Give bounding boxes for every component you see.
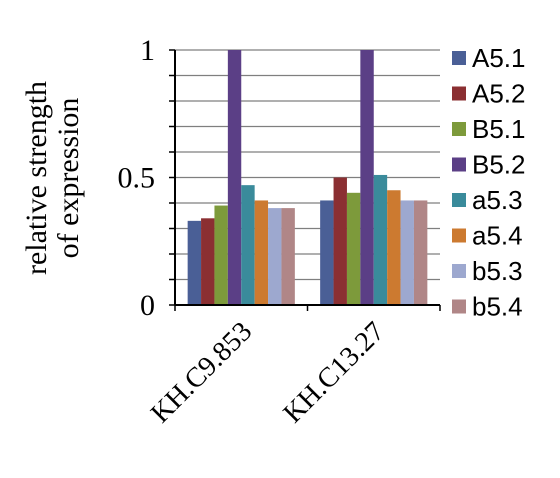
x-category-label: KH.C9.853: [145, 316, 258, 429]
bar-b5-3-0: [268, 208, 282, 305]
y-tick-label: 1: [140, 34, 155, 67]
bar-b5-4-0: [281, 208, 295, 305]
legend-label: a5.3: [472, 185, 523, 215]
legend: A5.1 A5.2 B5.1 B5.2 a5.3 a5.4 b5.3 b5.4: [452, 43, 526, 322]
x-category-label: KH.C13.27: [277, 316, 390, 429]
x-category-labels: KH.C9.853 KH.C13.27: [145, 316, 391, 429]
legend-swatch: [452, 86, 466, 101]
legend-label: b5.4: [472, 292, 523, 322]
bar-b5-4-1: [413, 200, 428, 305]
y-axis-title-line-2: of expression: [52, 98, 85, 259]
bar-a5-3-0: [241, 185, 255, 305]
y-tick-labels: 00.51: [118, 34, 156, 322]
bars: [187, 50, 428, 305]
y-tick-label: 0: [140, 289, 155, 322]
legend-swatch: [452, 193, 466, 207]
bar-a5-2-0: [201, 218, 215, 305]
legend-label: B5.2: [472, 150, 526, 180]
legend-swatch: [452, 51, 466, 65]
bar-a5-2-1: [333, 177, 347, 305]
legend-label: A5.2: [472, 79, 526, 109]
bar-a5-4-1: [387, 190, 401, 305]
legend-swatch: [452, 122, 466, 136]
bar-a5-1-1: [320, 200, 334, 305]
axes: [169, 49, 441, 311]
bar-a5-1-0: [187, 220, 202, 305]
legend-label: b5.3: [472, 256, 523, 286]
legend-swatch: [452, 264, 466, 278]
bar-b5-2-0: [227, 50, 242, 305]
legend-label: a5.4: [472, 221, 523, 251]
legend-label: B5.1: [472, 114, 526, 144]
legend-swatch: [452, 228, 466, 243]
bar-b5-3-1: [400, 200, 414, 305]
legend-swatch: [452, 157, 466, 172]
y-axis-title: relative strength of expression: [20, 81, 85, 275]
legend-swatch: [452, 299, 466, 314]
bar-b5-2-1: [360, 50, 374, 305]
bar-a5-4-0: [254, 200, 269, 305]
legend-label: A5.1: [472, 43, 526, 73]
bar-b5-1-1: [346, 192, 361, 305]
bar-a5-3-1: [373, 174, 388, 305]
y-axis-title-line-1: relative strength: [20, 81, 53, 275]
y-tick-label: 0.5: [118, 162, 156, 195]
bar-b5-1-0: [214, 205, 228, 305]
